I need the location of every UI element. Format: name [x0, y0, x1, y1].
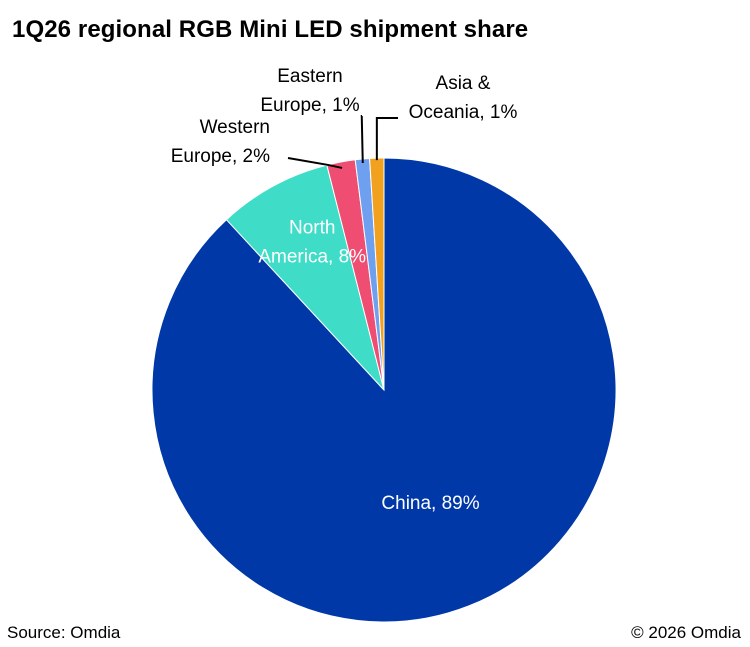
copyright-note: © 2026 Omdia	[631, 623, 741, 642]
leader-eastern-europe	[360, 115, 364, 164]
pie-slices	[151, 157, 617, 623]
leader-lines	[287, 115, 398, 169]
label-north-america: North America, 8%	[258, 218, 366, 268]
leader-asia-and-oceania	[375, 117, 398, 161]
slice-labels: China, 89% North America, 8% Western Europe,…	[171, 66, 518, 514]
label-asia-and-oceania: Asia & Oceania, 1%	[409, 73, 518, 123]
label-western-europe: Western Europe, 2%	[171, 117, 270, 167]
leader-western-europe	[287, 157, 343, 169]
source-note: Source: Omdia	[7, 623, 121, 642]
label-china: China, 89%	[381, 493, 479, 514]
chart-title: 1Q26 regional RGB Mini LED shipment shar…	[12, 16, 529, 43]
pie-slice-north-america	[225, 164, 385, 391]
label-eastern-europe: Eastern Europe, 1%	[260, 66, 359, 116]
